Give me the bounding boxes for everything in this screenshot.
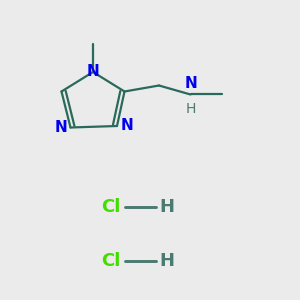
Text: H: H <box>159 198 174 216</box>
Text: Cl: Cl <box>101 252 121 270</box>
Text: H: H <box>159 252 174 270</box>
Text: N: N <box>54 120 67 135</box>
Text: N: N <box>87 64 99 80</box>
Text: H: H <box>185 102 196 116</box>
Text: N: N <box>184 76 197 91</box>
Text: Cl: Cl <box>101 198 121 216</box>
Text: N: N <box>121 118 134 134</box>
